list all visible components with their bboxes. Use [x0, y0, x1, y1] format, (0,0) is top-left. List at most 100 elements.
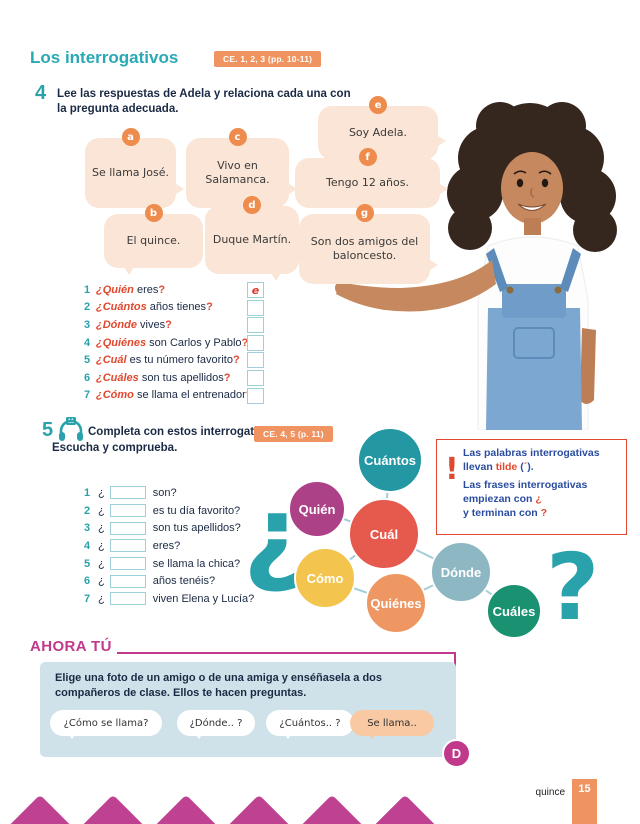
open-question-mark: ¿ [98, 522, 105, 535]
bubble-tail [122, 264, 136, 282]
ahora-tu-question-bubble: ¿Cuántos.. ? [266, 710, 354, 739]
exercise4-question-list: 1 ¿Quién eres? e 2 ¿Cuántos años tienes? 3… [84, 281, 274, 404]
speech-bubble-c: c Vivo en Salamanca. [186, 128, 297, 208]
note-line-2: Las frases interrogativas empiezan con ¿… [463, 478, 588, 519]
diagram-bubble-quien: Quién [288, 480, 346, 538]
question-mark: ? [232, 354, 240, 367]
fill-in-field[interactable] [109, 592, 146, 606]
speech-bubble-d: d Duque Martín. [205, 196, 299, 281]
page-number-word: quince [535, 787, 565, 798]
bubble-letter-badge: f [358, 148, 377, 166]
open-question-mark: ¿ [98, 575, 105, 588]
question-number: 6 [84, 371, 91, 384]
ahora-tu-heading: AHORA TÚ [30, 638, 112, 655]
exercise4-number: 4 [35, 82, 47, 104]
ahora-tu-question-bubble: ¿Cómo se llama? [50, 710, 162, 739]
bubble-letter-badge: e [369, 96, 387, 114]
headphones-icon[interactable]: 11 [58, 417, 84, 441]
exercise5-item-list: 1 ¿ son? 2 ¿ es tu día favorito? 3 ¿ son tus a… [84, 484, 254, 608]
exercise5-instruction-line2: Escucha y comprueba. [52, 442, 178, 454]
item-text: son? [152, 486, 177, 499]
fill-in-field[interactable] [109, 486, 146, 500]
bubble-text: Se llama José. [91, 165, 170, 179]
bubble-text: El quince. [126, 233, 181, 247]
question-mark: ? [223, 371, 231, 384]
item-number: 2 [84, 504, 91, 517]
item-text: viven Elena y Lucía? [152, 592, 255, 605]
question-number: 3 [84, 318, 91, 331]
question-row: 1 ¿Quién eres? e [84, 281, 274, 299]
bubble-letter-badge: d [243, 196, 261, 214]
answer-box[interactable] [247, 352, 264, 369]
open-question-mark: ¿ [98, 486, 105, 499]
answer-box[interactable]: e [247, 282, 264, 298]
fill-in-field[interactable] [109, 557, 146, 571]
bubble-text: Duque Martín. [212, 232, 292, 246]
question-text: es tu número favorito [126, 354, 233, 367]
fill-in-field[interactable] [109, 574, 146, 588]
fill-row: 5 ¿ se llama la chica? [84, 555, 254, 573]
open-question-mark: ¿ [98, 539, 105, 552]
bubble-tail [427, 258, 445, 272]
answer-box[interactable] [247, 334, 264, 351]
item-number: 6 [84, 575, 91, 588]
speech-bubble-g: g Son dos amigos del baloncesto. [299, 204, 438, 284]
open-question-mark: ¿ [98, 557, 105, 570]
open-question-mark: ¿ [98, 504, 105, 517]
question-word: ¿Cómo [96, 389, 134, 402]
answer-box[interactable] [247, 299, 264, 316]
grammar-note-box: ! Las palabras interrogativas llevan til… [436, 439, 627, 535]
item-text: se llama la chica? [152, 557, 241, 570]
question-number: 2 [84, 301, 91, 314]
ahora-tu-question-bubble: ¿Dónde.. ? [177, 710, 255, 739]
fill-in-field[interactable] [109, 504, 146, 518]
item-number: 5 [84, 557, 91, 570]
question-row: 6 ¿Cuáles son tus apellidos? [84, 369, 274, 387]
item-number: 7 [84, 592, 91, 605]
question-word: ¿Cuántos [96, 301, 147, 314]
bubble-tail [286, 182, 304, 196]
answer-box[interactable] [247, 369, 264, 386]
bubble-letter-badge: g [355, 204, 374, 222]
speech-bubble-f: f Tengo 12 años. [295, 148, 448, 208]
speech-bubble-e: e Soy Adela. [318, 96, 446, 160]
exercise5-instruction-line1: Completa con estos interrogativos. [88, 426, 281, 438]
item-number: 3 [84, 522, 91, 535]
answer-box[interactable] [247, 317, 264, 334]
bubble-tail [173, 182, 191, 196]
diagram-bubble-cuantos: Cuántos [357, 427, 423, 493]
diagram-bubble-cual: Cuál [348, 498, 420, 570]
bubble-tail [269, 270, 283, 288]
question-text: se llama el entrenador [133, 389, 246, 402]
item-text: son tus apellidos? [152, 522, 241, 535]
section-letter-badge: D [442, 739, 471, 768]
fill-in-field[interactable] [109, 539, 146, 553]
bubble-text: Vivo en Salamanca. [205, 158, 270, 186]
question-word: ¿Dónde [96, 318, 137, 331]
question-text: son Carlos y Pablo [146, 336, 242, 349]
question-number: 5 [84, 354, 91, 367]
question-word: ¿Quién [96, 283, 134, 296]
fill-row: 6 ¿ años tenéis? [84, 572, 254, 590]
fill-in-field[interactable] [109, 521, 146, 535]
exercise5-number: 5 [42, 419, 54, 441]
page-number-badge: 15 [572, 779, 597, 824]
question-number: 4 [84, 336, 91, 349]
bubble-text: Tengo 12 años. [326, 175, 409, 189]
bubble-tail [193, 730, 205, 745]
question-row: 4 ¿Quiénes son Carlos y Pablo? [84, 334, 274, 352]
diagram-bubble-quienes: Quiénes [365, 572, 427, 634]
question-word: ¿Cuál [96, 354, 127, 367]
answer-box[interactable] [247, 387, 264, 404]
question-text: vives [136, 318, 166, 331]
diagram-bubble-como: Cómo [294, 547, 356, 609]
ce-reference-badge-2: CE. 4, 5 (p. 11) [254, 426, 333, 442]
item-number: 1 [84, 486, 91, 499]
exclamation-icon: ! [445, 452, 459, 487]
item-text: es tu día favorito? [152, 504, 241, 517]
question-mark: ? [158, 283, 166, 296]
question-mark: ? [165, 318, 172, 331]
speech-bubble-b: b El quince. [104, 204, 203, 275]
bubble-tail [437, 182, 455, 196]
question-row: 7¿Cómo se llama el entrenador? [84, 387, 274, 405]
